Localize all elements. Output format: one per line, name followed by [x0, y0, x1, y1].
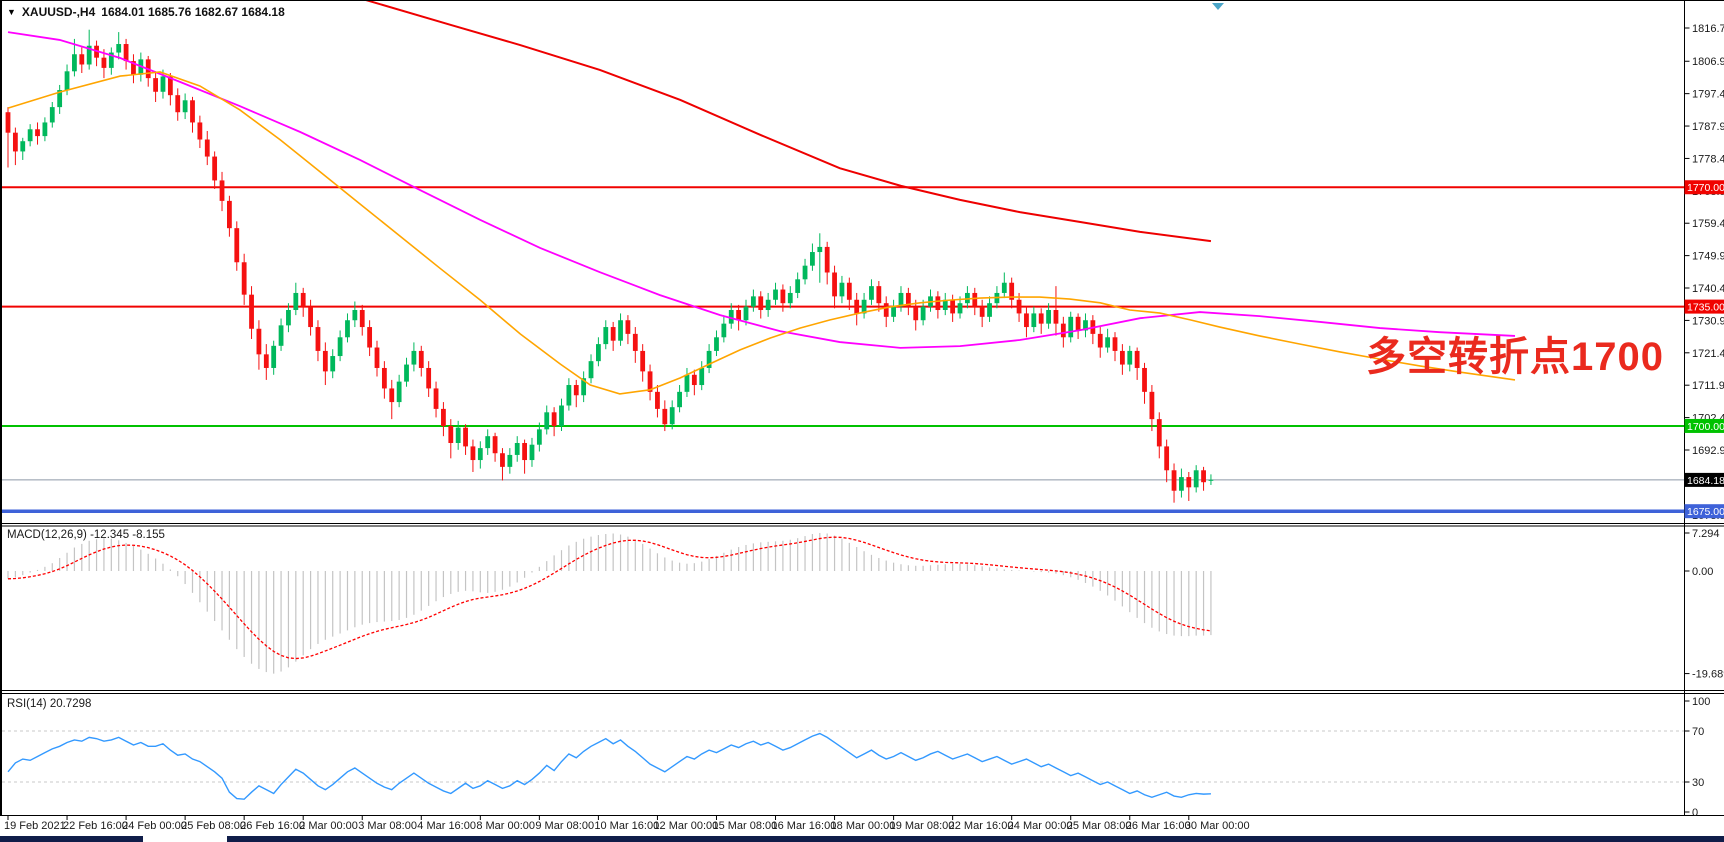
price-badge: 1700.00 [1687, 421, 1724, 433]
panel-borders [0, 0, 1724, 816]
time-axis-label: 26 Feb 16:00 [240, 820, 305, 832]
price-tick-label: 1692.95 [1692, 445, 1724, 457]
rsi [7, 732, 1211, 800]
macd-scale-label: 0.00 [1692, 566, 1713, 578]
price-tick-label: 1721.45 [1692, 348, 1724, 360]
price-tick-label: 1730.95 [1692, 315, 1724, 327]
price-tick-label: 1778.45 [1692, 153, 1724, 165]
time-axis-label: 19 Feb 2021 [4, 820, 66, 832]
rsi-scale-label: 100 [1692, 696, 1710, 708]
price-badge: 1735.00 [1687, 302, 1724, 314]
price-tick-label: 1787.95 [1692, 121, 1724, 133]
rsi-scale-label: 0 [1692, 807, 1698, 819]
macd-signal-line [7, 536, 1212, 660]
time-axis-label: 24 Mar 00:00 [1008, 820, 1073, 832]
price-badge: 1675.00 [1687, 506, 1724, 518]
chart-shift-marker-icon[interactable] [1212, 3, 1224, 10]
price-badges: 1770.00 1735.00 1700.00 1675.00 1684.18 [1684, 180, 1724, 519]
price-badge: 1770.00 [1687, 182, 1724, 194]
price-badge: 1684.18 [1687, 475, 1724, 487]
macd-histogram [7, 532, 1212, 674]
candlesticks [5, 29, 1214, 503]
ma-magenta-line [7, 31, 1516, 349]
bottom-bar [0, 836, 1724, 842]
price-axis-labels: 1816.701806.951797.451787.951778.451768.… [1684, 23, 1724, 522]
price-tick-label: 1816.70 [1692, 23, 1724, 35]
shift-marker [1212, 3, 1224, 10]
price-tick-label: 1711.95 [1692, 380, 1724, 392]
macd-signal [7, 536, 1212, 660]
price-tick-label: 1797.45 [1692, 89, 1724, 101]
time-axis-label: 3 Mar 08:00 [358, 820, 417, 832]
rsi-indicator-label: RSI(14) 20.7298 [7, 698, 92, 710]
time-axis-label: 19 Mar 08:00 [890, 820, 955, 832]
ma-red-line [365, 0, 1212, 243]
ohlc-values: 1684.01 1685.76 1682.67 1684.18 [101, 5, 285, 19]
time-axis-label: 9 Mar 08:00 [535, 820, 594, 832]
time-axis-label: 2 Mar 00:00 [299, 820, 358, 832]
macd-indicator-label: MACD(12,26,9) -12.345 -8.155 [7, 529, 165, 541]
time-axis-label: 10 Mar 16:00 [594, 820, 659, 832]
indicator-scale-labels: 7.294 0.00 -19.689 100 70 30 0 [1684, 528, 1724, 819]
time-axis-label: 30 Mar 00:00 [1185, 820, 1250, 832]
price-tick-label: 1749.95 [1692, 251, 1724, 263]
time-axis-label: 22 Feb 16:00 [63, 820, 128, 832]
time-axis-label: 24 Feb 00:00 [122, 820, 187, 832]
price-tick-label: 1740.45 [1692, 283, 1724, 295]
rsi-scale-label: 30 [1692, 777, 1704, 789]
time-axis-label: 25 Mar 08:00 [1067, 820, 1132, 832]
time-axis-label: 25 Feb 08:00 [181, 820, 246, 832]
time-axis-label: 15 Mar 08:00 [712, 820, 777, 832]
rsi-line [7, 732, 1211, 800]
price-level-lines [2, 186, 1685, 513]
rsi-scale-label: 70 [1692, 726, 1704, 738]
ma-orange-line [7, 71, 1516, 395]
chart-annotation-text: 多空转折点1700 [1366, 335, 1664, 379]
time-axis-label: 4 Mar 16:00 [417, 820, 476, 832]
time-axis-label: 26 Mar 16:00 [1126, 820, 1191, 832]
chart-dropdown-icon[interactable]: ▼ [7, 7, 16, 17]
time-axis-label: 12 Mar 00:00 [653, 820, 718, 832]
time-axis-label: 18 Mar 00:00 [831, 820, 896, 832]
time-axis-label: 22 Mar 16:00 [949, 820, 1014, 832]
chart-legend: ▼ XAUUSD-,H4 1684.01 1685.76 1682.67 168… [7, 5, 285, 19]
macd-scale-label: -19.689 [1692, 669, 1724, 681]
macd-scale-label: 7.294 [1692, 528, 1720, 540]
symbol-period-label: XAUUSD-,H4 [21, 5, 96, 19]
price-tick-label: 1806.95 [1692, 56, 1724, 68]
price-tick-label: 1759.45 [1692, 218, 1724, 230]
time-axis-label: 8 Mar 00:00 [476, 820, 535, 832]
rsi-grid-lines [2, 730, 1685, 783]
time-axis-label: 16 Mar 16:00 [772, 820, 837, 832]
